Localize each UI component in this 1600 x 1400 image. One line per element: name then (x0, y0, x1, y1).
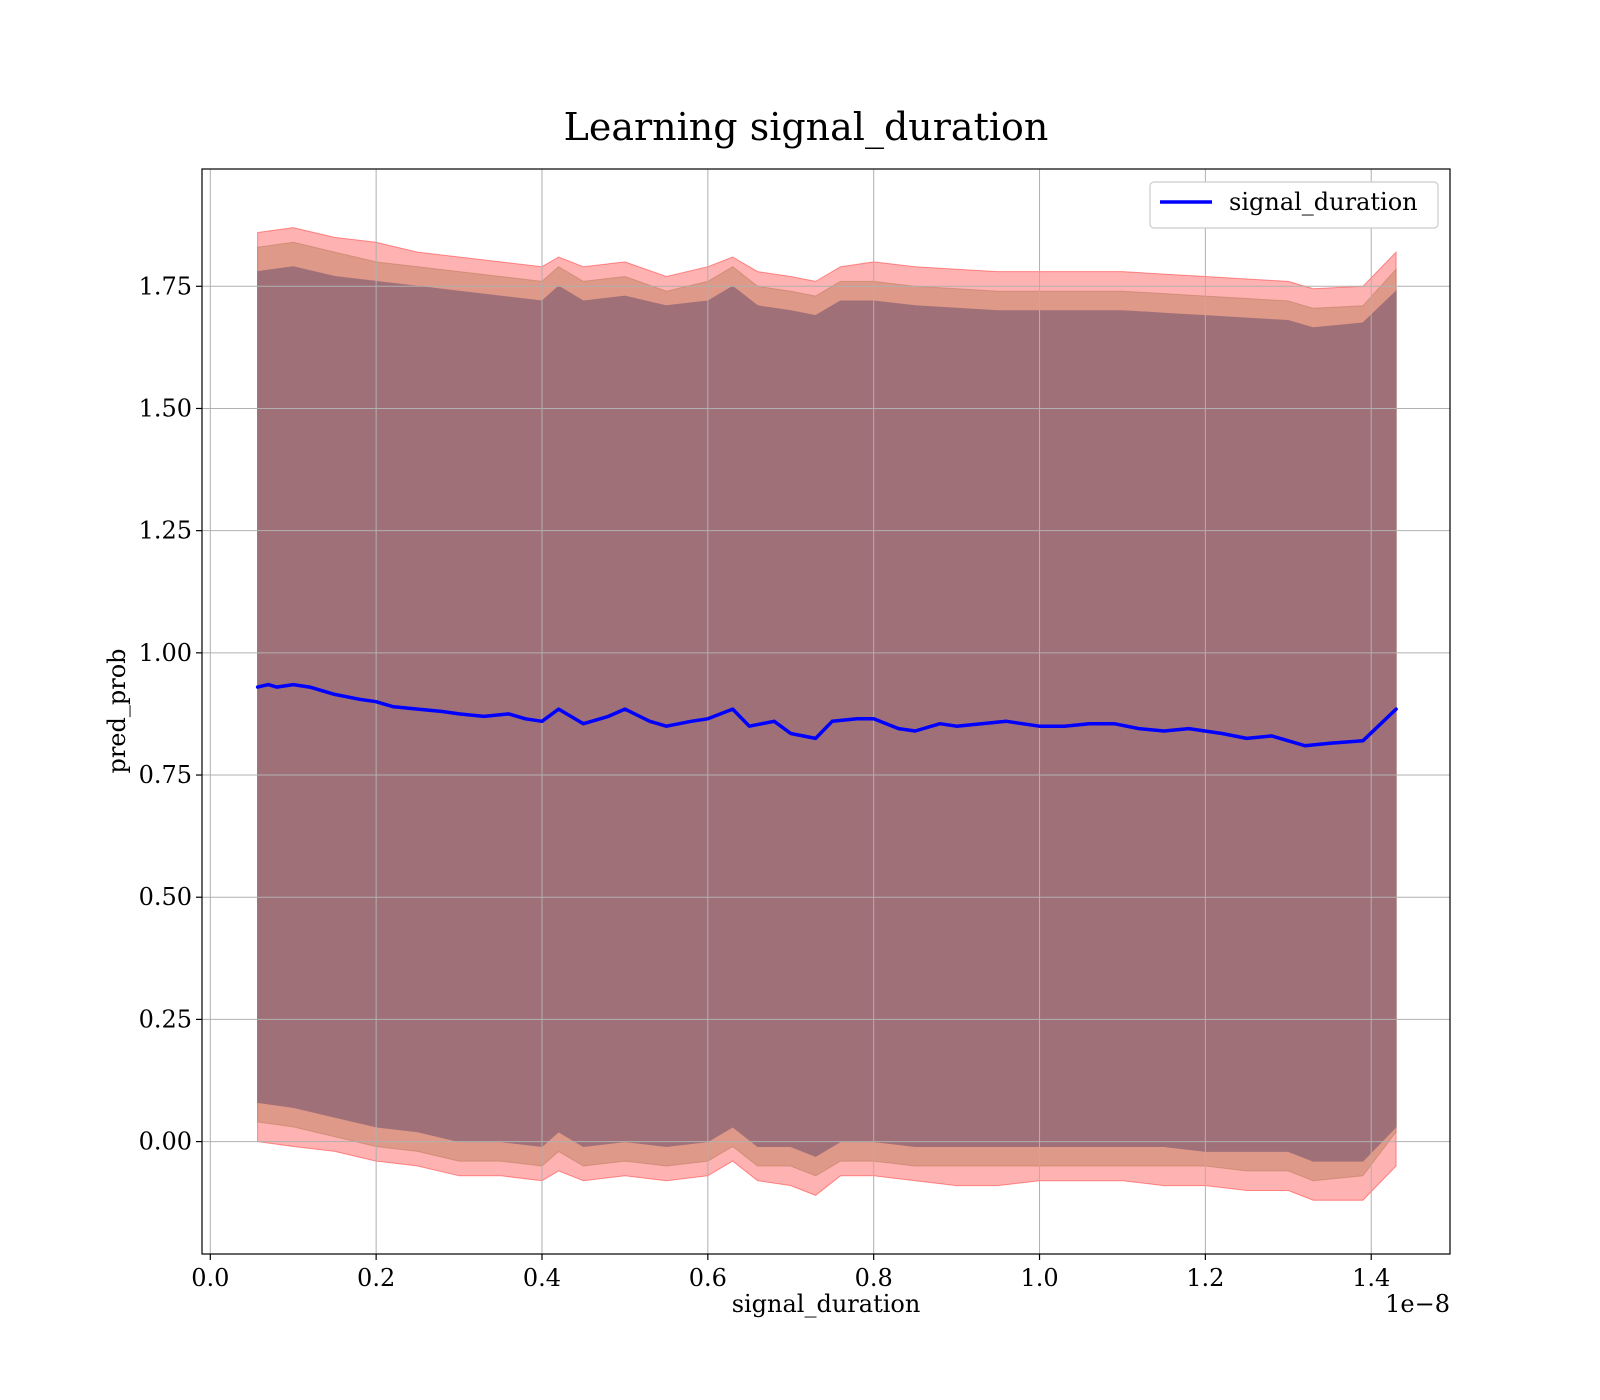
x-tick-label: 0.6 (689, 1264, 727, 1292)
y-tick-label: 1.75 (139, 272, 192, 300)
x-axis-ticks: 0.0 0.2 0.4 0.6 0.8 1.0 1.2 1.4 (191, 1254, 1390, 1292)
y-tick-label: 1.25 (139, 517, 192, 545)
y-axis-ticks: 0.00 0.25 0.50 0.75 1.00 1.25 1.50 1.75 (139, 272, 202, 1156)
x-tick-label: 0.2 (357, 1264, 395, 1292)
legend-box (1149, 181, 1439, 229)
series-lines (255, 682, 1398, 748)
plot-frame (201, 168, 1451, 1255)
chart-title: Learning signal_duration (564, 105, 1049, 150)
y-tick-label: 0.00 (139, 1128, 192, 1156)
x-tick-label: 1.4 (1352, 1264, 1390, 1292)
x-axis-offset-text: 1e−8 (1385, 1290, 1450, 1318)
y-tick-label: 1.00 (139, 639, 192, 667)
y-tick-label: 0.25 (139, 1005, 192, 1033)
band-inner (257, 266, 1397, 1162)
confidence-bands (257, 227, 1397, 1201)
plot-area (201, 168, 1451, 1255)
x-tick-label: 0.8 (855, 1264, 893, 1292)
x-tick-label: 0.0 (191, 1264, 229, 1292)
series-line (255, 682, 1398, 748)
x-axis-label: signal_duration (732, 1290, 921, 1318)
y-tick-label: 1.50 (139, 394, 192, 422)
y-tick-label: 0.75 (139, 761, 192, 789)
x-tick-label: 1.2 (1186, 1264, 1224, 1292)
y-tick-label: 0.50 (139, 883, 192, 911)
legend: signal_duration (1149, 181, 1439, 229)
grid-lines (202, 169, 1450, 1254)
y-axis-label: pred_prob (103, 648, 131, 773)
legend-entry-label: signal_duration (1229, 188, 1418, 216)
x-tick-label: 0.4 (523, 1264, 561, 1292)
x-tick-label: 1.0 (1020, 1264, 1058, 1292)
